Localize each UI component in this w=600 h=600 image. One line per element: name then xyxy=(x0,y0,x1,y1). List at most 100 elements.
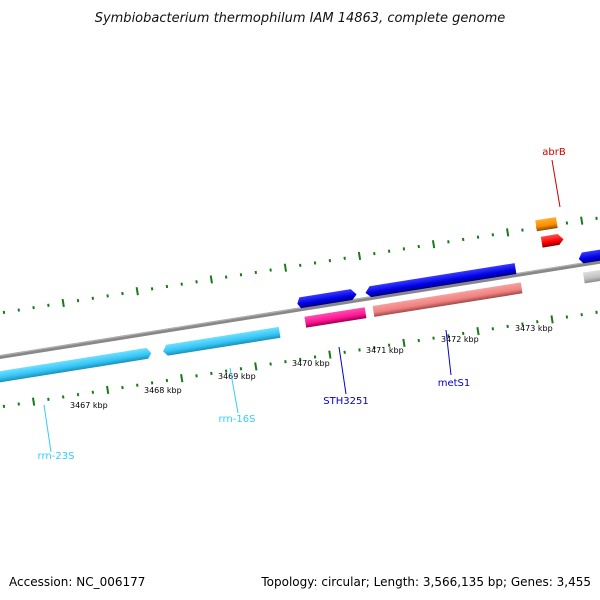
label-rrn-16s[interactable]: rrn-16S xyxy=(219,414,256,425)
major-tick xyxy=(431,240,436,249)
minor-tick xyxy=(595,216,598,220)
minor-tick xyxy=(269,268,272,272)
minor-tick xyxy=(47,397,50,401)
minor-tick xyxy=(17,308,20,312)
major-tick xyxy=(61,298,65,308)
minor-tick xyxy=(506,324,509,329)
minor-tick xyxy=(224,275,228,279)
minor-tick xyxy=(491,327,495,331)
leader-rrn-23s xyxy=(43,404,52,453)
scale-label-3469: 3469 kbp xyxy=(218,372,256,381)
gene-sth3251-rna[interactable] xyxy=(304,307,367,328)
minor-tick xyxy=(417,244,420,249)
scale-label-3471: 3471 kbp xyxy=(366,346,404,355)
minor-tick xyxy=(136,383,139,387)
gene-rrn-16s[interactable] xyxy=(162,326,281,356)
leader-mets1 xyxy=(445,329,452,376)
minor-tick xyxy=(536,320,539,324)
minor-tick xyxy=(47,303,50,307)
minor-tick xyxy=(521,322,524,326)
label-sth3251[interactable]: STH3251 xyxy=(323,396,368,407)
major-tick xyxy=(209,275,213,284)
minor-tick xyxy=(373,345,376,350)
gene-abrb-rna[interactable] xyxy=(540,233,564,248)
minor-tick xyxy=(595,310,598,314)
gene-mets1[interactable] xyxy=(365,263,517,298)
scale-label-3468: 3468 kbp xyxy=(144,386,182,395)
gene-rrn-23s[interactable] xyxy=(0,347,152,384)
major-tick xyxy=(580,216,584,225)
label-rrn-23s[interactable]: rrn-23S xyxy=(38,451,75,462)
major-tick xyxy=(283,263,288,272)
major-tick xyxy=(357,251,362,261)
minor-tick xyxy=(313,261,317,265)
minor-tick xyxy=(239,273,243,277)
minor-tick xyxy=(239,367,243,371)
minor-tick xyxy=(343,256,346,260)
leader-sth3251 xyxy=(338,346,347,395)
minor-tick xyxy=(76,392,80,397)
minor-tick xyxy=(269,362,272,366)
minor-tick xyxy=(313,355,317,359)
gene-edge-gray[interactable] xyxy=(582,268,600,284)
minor-tick xyxy=(565,315,569,319)
minor-tick xyxy=(387,343,391,347)
minor-tick xyxy=(61,395,65,399)
minor-tick xyxy=(447,334,450,338)
scale-label-3472: 3472 kbp xyxy=(441,335,479,344)
gene-features xyxy=(0,217,600,384)
minor-tick xyxy=(521,228,524,232)
minor-tick xyxy=(165,284,169,289)
minor-tick xyxy=(224,369,228,373)
minor-tick xyxy=(402,247,406,251)
scale-label-3470: 3470 kbp xyxy=(292,359,330,368)
minor-tick xyxy=(491,233,495,237)
minor-tick xyxy=(432,336,435,340)
major-tick xyxy=(328,350,332,359)
minor-tick xyxy=(2,310,6,315)
major-tick xyxy=(550,315,554,324)
gene-labels: rrn-23S rrn-16S STH3251 metS1 abrB xyxy=(38,147,566,462)
minor-tick xyxy=(284,360,287,364)
minor-tick xyxy=(461,237,465,242)
gene-edge-blue[interactable] xyxy=(578,249,600,264)
scale-label-3467: 3467 kbp xyxy=(70,401,108,410)
leader-rrn-16s xyxy=(229,367,239,414)
lower-tick-row xyxy=(2,310,598,409)
minor-tick xyxy=(417,338,420,343)
major-tick xyxy=(31,397,36,406)
minor-tick xyxy=(195,374,198,378)
label-abrb[interactable]: abrB xyxy=(542,147,566,158)
gene-sth3251[interactable] xyxy=(296,288,357,309)
major-tick xyxy=(476,327,480,336)
minor-tick xyxy=(299,357,302,361)
minor-tick xyxy=(17,402,20,406)
map-title: Symbiobacterium thermophilum IAM 14863, … xyxy=(95,11,506,26)
major-tick xyxy=(135,287,139,296)
gene-mets1-rna[interactable] xyxy=(372,282,523,317)
minor-tick xyxy=(299,263,302,267)
minor-tick xyxy=(121,385,124,390)
minor-tick xyxy=(343,350,346,354)
scale-labels: 3467 kbp 3468 kbp 3469 kbp 3470 kbp 3471… xyxy=(70,324,553,410)
gene-abrb[interactable] xyxy=(535,217,558,232)
minor-tick xyxy=(461,331,465,336)
minor-tick xyxy=(565,221,569,225)
minor-tick xyxy=(358,348,361,352)
minor-tick xyxy=(165,378,169,383)
major-tick xyxy=(402,338,406,347)
minor-tick xyxy=(580,313,583,317)
topology-text: Topology: circular; Length: 3,566,135 bp… xyxy=(260,575,591,589)
major-tick xyxy=(106,385,110,395)
major-tick xyxy=(506,228,510,237)
minor-tick xyxy=(91,390,95,394)
scale-label-3473: 3473 kbp xyxy=(515,324,553,333)
upper-tick-row xyxy=(2,216,598,315)
minor-tick xyxy=(387,249,391,253)
minor-tick xyxy=(32,306,35,310)
minor-tick xyxy=(106,294,109,298)
label-mets1[interactable]: metS1 xyxy=(438,378,471,389)
minor-tick xyxy=(254,270,258,275)
minor-tick xyxy=(150,381,154,385)
